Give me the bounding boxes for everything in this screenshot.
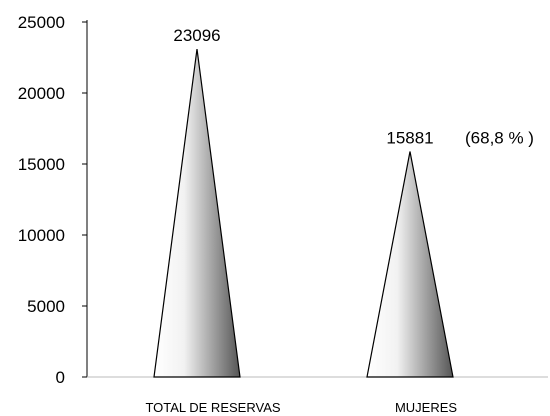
percentage-annotation: (68,8 % ): [465, 128, 534, 147]
y-axis: 0 5000 10000 15000 20000 25000: [18, 13, 548, 387]
labels: 23096 TOTAL DE RESERVAS 15881 (68,8 % ) MUJE…: [145, 26, 534, 415]
y-tick-label: 10000: [18, 226, 65, 245]
cone-bar: [366, 151, 454, 378]
y-tick-label: 25000: [18, 13, 65, 32]
cones: [153, 48, 454, 378]
cone-bar: [153, 48, 241, 378]
y-tick-label: 5000: [27, 297, 65, 316]
data-label: 15881: [386, 128, 433, 147]
data-label: 23096: [173, 26, 220, 45]
y-tick-label: 15000: [18, 155, 65, 174]
category-label: TOTAL DE RESERVAS: [145, 400, 280, 415]
y-tick-label: 0: [56, 368, 65, 387]
category-label: MUJERES: [395, 400, 457, 415]
y-tick-label: 20000: [18, 84, 65, 103]
